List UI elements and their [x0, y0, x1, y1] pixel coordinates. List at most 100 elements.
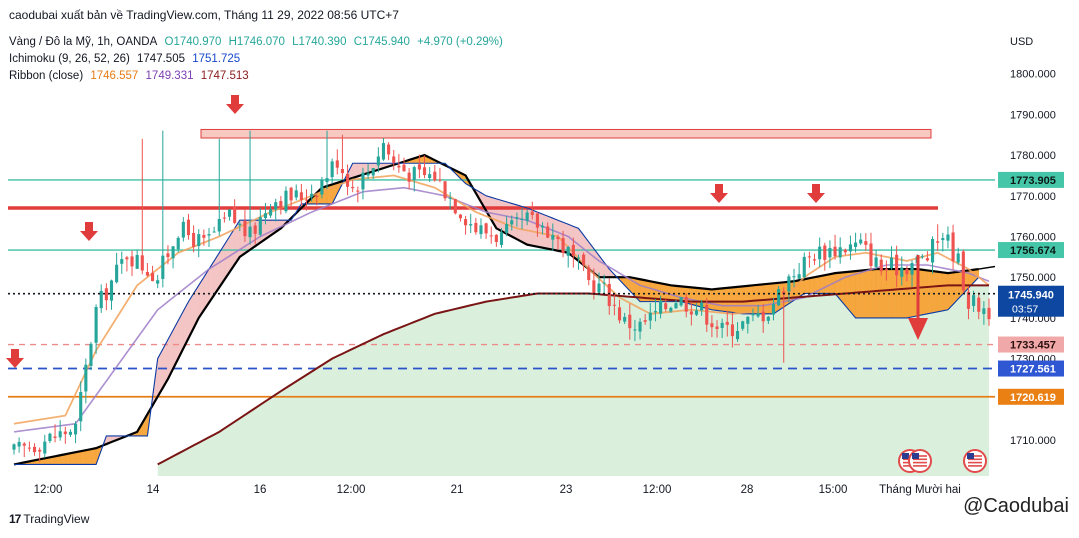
x-tick-label: 28 [741, 484, 754, 496]
cloud-segment [80, 449, 87, 465]
tv-brand-text: TradingView [23, 512, 90, 526]
candle-body [843, 249, 847, 253]
candle-body [104, 288, 108, 301]
symbol-label[interactable]: Vàng / Đô la Mỹ, 1h, OANDA [9, 36, 158, 48]
candle-body [464, 219, 468, 226]
candle-body [345, 174, 350, 187]
cloud-segment [927, 270, 933, 315]
candle-body [79, 392, 83, 422]
candle-body [848, 244, 853, 252]
candle-body [782, 291, 786, 295]
candle-body [310, 193, 314, 198]
candle-body [48, 433, 52, 441]
candle-body [212, 231, 216, 233]
candle-body [366, 173, 370, 176]
x-tick-label: 12:00 [337, 484, 366, 496]
candle-body [592, 280, 596, 294]
candle-body [433, 171, 437, 181]
candle-body [879, 259, 883, 272]
candle-body [987, 307, 991, 320]
candle-body [956, 253, 960, 263]
cloud-segment [732, 286, 738, 314]
candle-body [140, 255, 144, 271]
candle-body [659, 300, 663, 314]
candle-body [735, 331, 740, 340]
price-axis: USD1710.0001720.0001730.0001740.0001750.… [998, 36, 1064, 447]
candle-body [484, 223, 488, 234]
candle-body [186, 219, 191, 236]
candle-body [17, 441, 21, 447]
legend-ichimoku-row: Ichimoku (9, 26, 52, 26) 1747.505 1751.7… [9, 53, 244, 65]
candle-body [689, 311, 693, 315]
cloud-segment [932, 270, 938, 314]
candle-body [694, 310, 699, 315]
cloud-segment [711, 288, 718, 311]
candle-body [258, 217, 262, 235]
cloud-segment [803, 277, 810, 294]
candle-body [38, 449, 42, 452]
down-arrow-2 [80, 222, 98, 241]
ohlc-close: C1745.940 [353, 36, 410, 48]
candle-body [161, 255, 165, 279]
cloud-segment [819, 274, 826, 294]
cloud-segment [721, 287, 728, 313]
target-arrow-head [908, 318, 928, 340]
countdown-text: 03:57 [1012, 304, 1038, 316]
candle-body [320, 179, 324, 195]
candle-body [884, 268, 888, 270]
us-flag-canton [912, 453, 919, 459]
candle-body [202, 234, 206, 238]
candle-body [171, 246, 175, 259]
candle-body [525, 212, 529, 222]
candle-body [597, 283, 601, 293]
price-badge-1720.619 [998, 388, 1064, 405]
ichimoku-label[interactable]: Ichimoku (9, 26, 52, 26) [9, 53, 130, 65]
candle-body [700, 302, 704, 311]
ribbon-label[interactable]: Ribbon (close) [9, 70, 84, 82]
candle-body [684, 296, 688, 312]
candle-body [284, 190, 288, 212]
candle-body [494, 234, 498, 242]
candle-body [89, 343, 93, 366]
candle-body [710, 323, 714, 328]
ichimoku-span-b [14, 162, 980, 465]
candle-body [869, 243, 873, 267]
cloud-segment [716, 288, 723, 312]
candle-body [135, 254, 139, 269]
candle-body [617, 307, 622, 321]
tradingview-logo[interactable]: 17 TradingView [9, 512, 89, 526]
y-tick-label: 1770.000 [1010, 191, 1056, 203]
candle-body [792, 276, 796, 278]
candle-body [115, 264, 119, 283]
candle-body [156, 280, 160, 284]
cloud-segment [552, 217, 559, 252]
candle-body [582, 254, 586, 265]
author-watermark: @Caodubai [963, 495, 1069, 517]
candle-body [571, 244, 575, 256]
candle-body [602, 282, 606, 284]
candle-body [63, 431, 67, 435]
candle-body [612, 304, 616, 306]
candle-body [761, 311, 765, 322]
candle-body [715, 326, 719, 329]
ribbon-fast-line [13, 174, 990, 425]
candle-body [895, 254, 899, 276]
candle-body [859, 239, 863, 244]
candle-body [653, 311, 658, 313]
candle-body [838, 247, 842, 258]
candle-body [479, 225, 483, 235]
candle-body [233, 206, 237, 223]
plot-area [8, 128, 995, 476]
candle-body [53, 436, 57, 438]
cloud-segment [90, 447, 97, 465]
cloud-segment [921, 269, 928, 316]
candle-body [766, 316, 770, 321]
y-tick-label: 1710.000 [1010, 435, 1056, 447]
candle-body [294, 190, 298, 198]
candle-body [335, 160, 339, 168]
candle-body [217, 218, 221, 232]
price-change: +4.970 (+0.29%) [417, 36, 503, 48]
candle-body [469, 224, 473, 226]
legend-ribbon-row: Ribbon (close) 1746.557 1749.331 1747.51… [9, 70, 253, 82]
